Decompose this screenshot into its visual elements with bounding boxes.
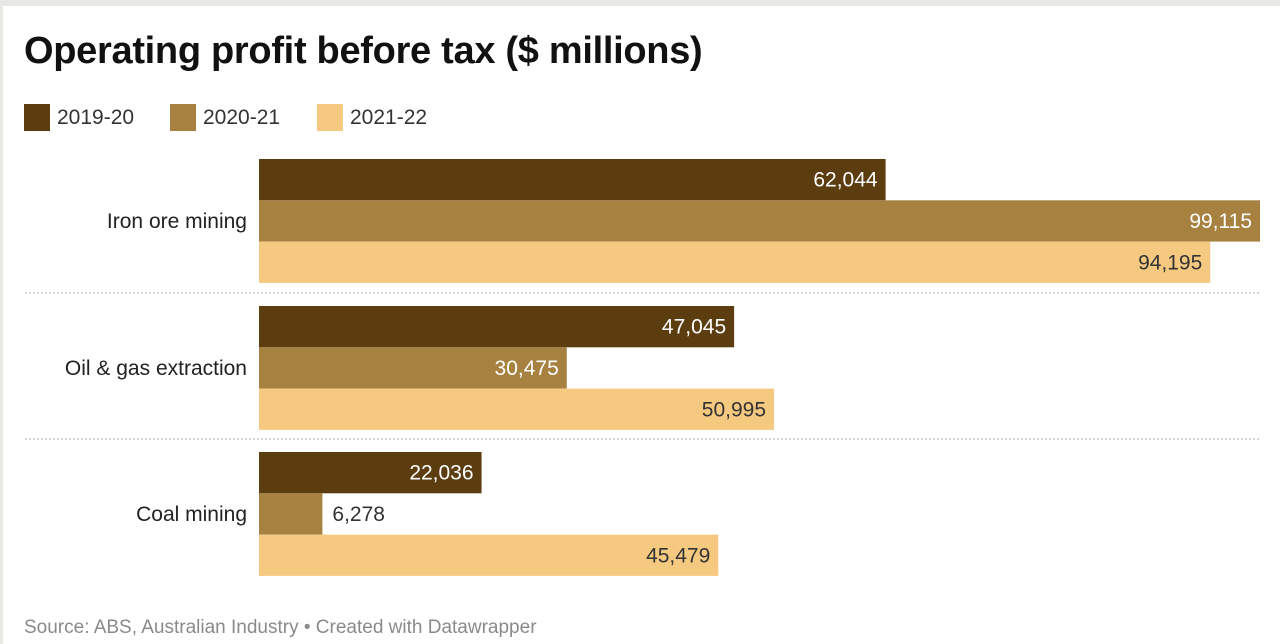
legend-swatch-2020-21	[170, 104, 196, 131]
bar-2020-21	[259, 493, 323, 535]
bar-2021-22	[259, 388, 775, 430]
bar-2020-21	[259, 347, 567, 389]
category-label: Coal mining	[136, 503, 247, 526]
legend-label: 2021-22	[350, 106, 428, 129]
bar-2019-20	[259, 306, 735, 348]
bar-value-label: 45,479	[646, 544, 710, 567]
category-label: Oil & gas extraction	[65, 357, 247, 380]
bar-2021-22	[259, 241, 1211, 283]
bar-2020-21	[259, 200, 1260, 242]
bar-value-label: 47,045	[662, 316, 726, 339]
category-label: Iron ore mining	[107, 210, 247, 233]
bar-value-label: 94,195	[1138, 251, 1202, 274]
legend-swatch-2019-20	[24, 104, 50, 131]
legend-label: 2020-21	[203, 106, 281, 129]
bar-value-label: 62,044	[813, 169, 878, 192]
legend-swatch-2021-22	[317, 104, 343, 131]
bar-2019-20	[259, 452, 482, 494]
source-footer: Source: ABS, Australian Industry • Creat…	[24, 617, 537, 638]
bar-value-label: 30,475	[495, 357, 559, 380]
chart-title: Operating profit before tax ($ millions)	[24, 30, 703, 72]
bar-value-label: 6,278	[332, 503, 385, 526]
bar-value-label: 99,115	[1189, 210, 1252, 233]
bar-value-label: 22,036	[409, 462, 473, 485]
legend-label: 2019-20	[57, 106, 135, 129]
bar-value-label: 50,995	[702, 398, 766, 421]
bar-2019-20	[259, 159, 886, 201]
bar-2021-22	[259, 534, 719, 576]
